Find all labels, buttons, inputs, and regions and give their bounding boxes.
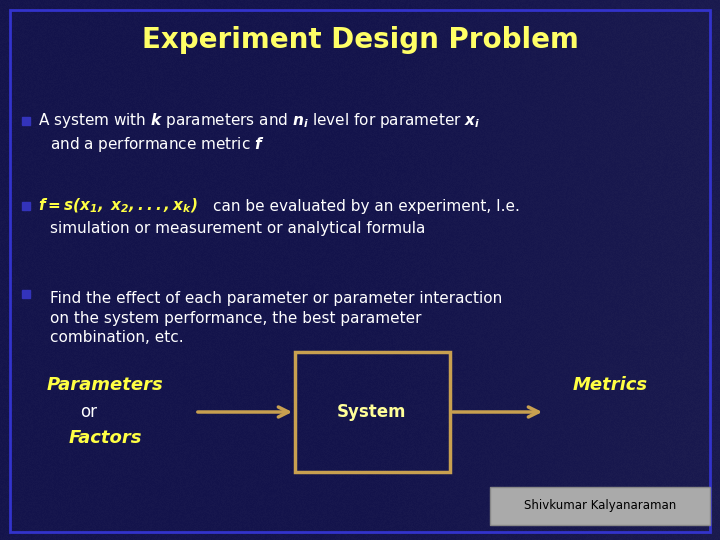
Text: or: or bbox=[80, 403, 97, 421]
Text: System: System bbox=[337, 403, 407, 421]
Text: on the system performance, the best parameter: on the system performance, the best para… bbox=[50, 310, 421, 326]
Text: Factors: Factors bbox=[68, 429, 142, 447]
Text: A system with $\bfit{k}$ parameters and $\bfit{n}_i$ level for parameter $\bfit{: A system with $\bfit{k}$ parameters and … bbox=[38, 111, 480, 131]
Text: can be evaluated by an experiment, I.e.: can be evaluated by an experiment, I.e. bbox=[213, 199, 520, 213]
Bar bbox=[22, 202, 30, 210]
Bar bbox=[295, 352, 450, 472]
Text: Experiment Design Problem: Experiment Design Problem bbox=[142, 26, 578, 54]
Text: Find the effect of each parameter or parameter interaction: Find the effect of each parameter or par… bbox=[50, 291, 503, 306]
Text: Parameters: Parameters bbox=[47, 376, 163, 394]
Text: Shivkumar Kalyanaraman: Shivkumar Kalyanaraman bbox=[524, 500, 676, 512]
Text: simulation or measurement or analytical formula: simulation or measurement or analytical … bbox=[50, 220, 426, 235]
Text: and a performance metric $\bfit{f}$: and a performance metric $\bfit{f}$ bbox=[50, 136, 265, 154]
Bar bbox=[22, 290, 30, 298]
Text: Metrics: Metrics bbox=[572, 376, 647, 394]
Bar bbox=[490, 487, 710, 525]
Text: $\bfit{f{=}s(x_1,\ x_2,...,x_k)}$: $\bfit{f{=}s(x_1,\ x_2,...,x_k)}$ bbox=[38, 197, 198, 215]
Text: combination, etc.: combination, etc. bbox=[50, 330, 184, 346]
Bar bbox=[22, 117, 30, 125]
